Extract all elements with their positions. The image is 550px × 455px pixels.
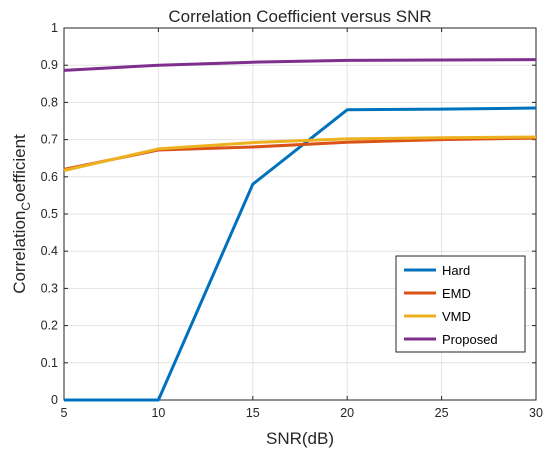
- x-axis-label: SNR(dB): [266, 429, 334, 448]
- y-tick-label: 0.4: [41, 244, 58, 258]
- chart-title: Correlation Coefficient versus SNR: [168, 7, 431, 26]
- legend-label: EMD: [442, 286, 471, 301]
- x-tick-label: 25: [435, 406, 449, 420]
- legend-label: Proposed: [442, 332, 498, 347]
- y-tick-label: 1: [51, 21, 58, 35]
- y-tick-label: 0.8: [41, 95, 58, 109]
- legend-label: Hard: [442, 263, 470, 278]
- series-line-proposed: [63, 58, 537, 72]
- x-tick-label: 5: [61, 406, 68, 420]
- series-line-hard: [64, 106, 537, 402]
- y-tick-label: 0.1: [41, 356, 58, 370]
- y-tick-label: 0.6: [41, 170, 58, 184]
- axis-ticks: 5 10 15 20 25 30 0 0.1 0.2 0.3 0.4 0.5 0.6 0.7 0.8 0.9 1: [41, 21, 543, 420]
- y-axis-label-rest: oefficient: [10, 134, 29, 202]
- x-tick-label: 30: [529, 406, 543, 420]
- y-tick-label: 0.2: [41, 319, 58, 333]
- x-tick-label: 20: [340, 406, 354, 420]
- legend-box: [395, 255, 526, 353]
- series-line-vmd: [63, 135, 537, 172]
- x-tick-label: 15: [246, 406, 260, 420]
- y-tick-label: 0.5: [41, 207, 58, 221]
- series-group: [63, 58, 537, 402]
- x-tick-label: 10: [151, 406, 165, 420]
- y-tick-label: 0.3: [41, 281, 58, 295]
- y-axis-label-main: Correlation: [10, 211, 29, 294]
- y-axis-label: CorrelationCoefficient: [10, 134, 33, 294]
- legend: Hard EMD VMD Proposed: [395, 255, 526, 353]
- y-axis-label-sub: C: [19, 202, 33, 211]
- y-tick-label: 0.7: [41, 133, 58, 147]
- y-tick-label: 0.9: [41, 58, 58, 72]
- y-tick-label: 0: [51, 393, 58, 407]
- legend-label: VMD: [442, 309, 471, 324]
